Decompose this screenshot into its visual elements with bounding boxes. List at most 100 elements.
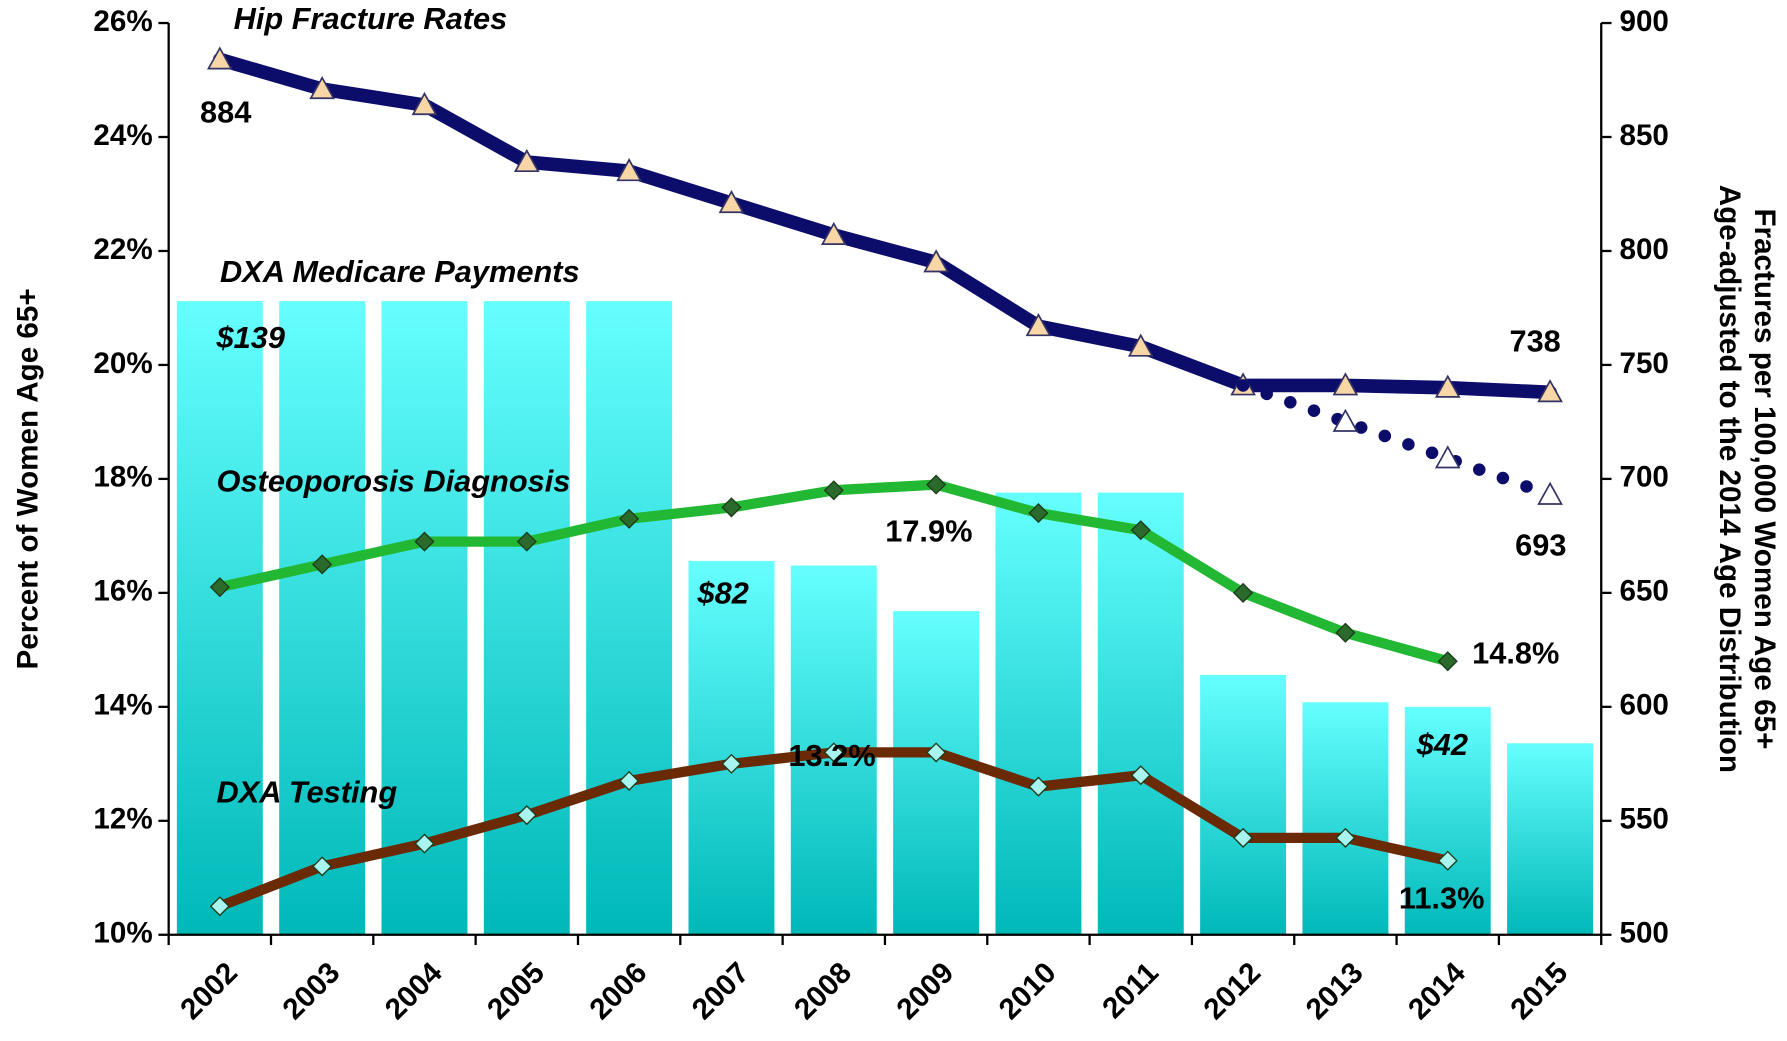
- bar: [1097, 492, 1184, 935]
- data-label: 884: [200, 94, 251, 129]
- x-tick-label: 2006: [583, 956, 653, 1026]
- x-tick-label: 2002: [174, 956, 244, 1026]
- bar: [381, 301, 468, 935]
- marker: [1437, 850, 1458, 871]
- y-axis-label: Percent of Women Age 65+: [11, 288, 44, 669]
- marker: [513, 148, 540, 173]
- marker: [1434, 445, 1461, 469]
- marker: [1537, 379, 1563, 403]
- marker: [312, 856, 333, 877]
- marker: [414, 833, 435, 854]
- x-tick-label: 2014: [1402, 956, 1472, 1026]
- data-label: $82: [696, 575, 748, 610]
- marker: [820, 221, 847, 245]
- y2-tick-label: 500: [1619, 917, 1668, 950]
- marker: [1335, 622, 1356, 643]
- series-label: DXA Testing: [217, 775, 398, 810]
- series-label: Hip Fracture Rates: [234, 1, 508, 36]
- data-label: $42: [1416, 727, 1468, 762]
- x-tick-label: 2003: [276, 956, 346, 1026]
- plot-area: [176, 46, 1594, 935]
- bar: [1200, 674, 1287, 935]
- marker: [516, 531, 537, 552]
- marker: [1434, 374, 1461, 398]
- marker: [823, 742, 844, 763]
- y2-axis-label: Age-adjusted to the 2014 Age Distributio…: [1713, 185, 1746, 773]
- y2-tick-label: 650: [1619, 575, 1668, 608]
- y-tick-label: 24%: [93, 119, 152, 152]
- bar: [688, 560, 775, 935]
- marker: [414, 531, 435, 552]
- series-label: Osteoporosis Diagnosis: [217, 464, 571, 499]
- data-label: 693: [1515, 527, 1566, 562]
- marker: [1332, 408, 1359, 432]
- marker: [411, 91, 438, 116]
- data-label: 11.3%: [1399, 881, 1485, 916]
- y2-tick-label: 550: [1619, 803, 1668, 836]
- marker: [619, 508, 640, 529]
- marker: [619, 770, 640, 791]
- y-tick-label: 18%: [93, 461, 152, 494]
- x-tick-label: 2015: [1504, 956, 1574, 1026]
- data-label: 17.9%: [885, 514, 972, 549]
- bar: [1507, 743, 1594, 935]
- y2-tick-label: 600: [1619, 689, 1668, 722]
- bar: [1302, 702, 1389, 935]
- bar: [176, 301, 263, 935]
- x-tick-label: 2004: [379, 956, 449, 1026]
- y2-tick-label: 900: [1619, 5, 1668, 38]
- data-label: 738: [1509, 323, 1560, 358]
- y2-axis-label: Fractures per 100,000 Women Age 65+: [1748, 208, 1781, 749]
- marker: [1335, 827, 1356, 848]
- x-tick-label: 2009: [890, 956, 960, 1026]
- series-label: DXA Medicare Payments: [220, 254, 580, 289]
- bar: [483, 301, 570, 935]
- bar: [279, 301, 366, 935]
- y2-tick-label: 750: [1619, 347, 1668, 380]
- marker: [1437, 651, 1458, 672]
- marker: [926, 474, 947, 495]
- marker: [616, 158, 642, 182]
- marker: [1332, 372, 1359, 396]
- bar: [586, 301, 673, 935]
- marker: [1130, 765, 1151, 786]
- x-tick-label: 2008: [788, 956, 858, 1026]
- marker: [1025, 313, 1052, 337]
- y2-tick-label: 800: [1619, 233, 1668, 266]
- x-tick-label: 2011: [1096, 956, 1165, 1025]
- marker: [823, 480, 844, 501]
- marker: [926, 742, 947, 763]
- marker: [721, 753, 742, 774]
- x-tick-label: 2010: [993, 956, 1063, 1026]
- marker: [516, 805, 537, 826]
- x-tick-label: 2012: [1197, 956, 1267, 1026]
- marker: [209, 577, 230, 598]
- line-series: [1236, 379, 1557, 502]
- marker: [1233, 582, 1254, 603]
- y-tick-label: 12%: [93, 803, 152, 836]
- y2-tick-label: 850: [1619, 119, 1668, 152]
- bar: [893, 611, 980, 935]
- y-tick-label: 20%: [93, 347, 152, 380]
- marker: [312, 554, 333, 575]
- marker: [923, 249, 949, 273]
- y-tick-label: 14%: [93, 689, 152, 722]
- marker: [309, 75, 336, 100]
- marker: [209, 896, 230, 917]
- marker: [1028, 776, 1049, 797]
- y-tick-label: 10%: [93, 917, 152, 950]
- y-tick-label: 22%: [93, 233, 152, 266]
- marker: [721, 497, 742, 518]
- y-tick-label: 16%: [93, 575, 152, 608]
- marker: [206, 46, 233, 70]
- data-label: 13.2%: [788, 738, 875, 773]
- marker: [1130, 520, 1151, 541]
- x-tick-label: 2005: [481, 956, 551, 1026]
- bar: [995, 492, 1082, 935]
- marker: [1028, 503, 1049, 524]
- x-tick-label: 2013: [1300, 956, 1370, 1026]
- y2-tick-label: 700: [1619, 461, 1668, 494]
- marker: [1537, 481, 1563, 505]
- bar: [1404, 706, 1491, 935]
- x-tick-label: 2007: [686, 956, 756, 1026]
